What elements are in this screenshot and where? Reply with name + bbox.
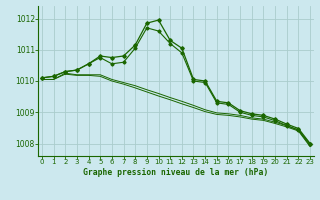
X-axis label: Graphe pression niveau de la mer (hPa): Graphe pression niveau de la mer (hPa): [84, 168, 268, 177]
